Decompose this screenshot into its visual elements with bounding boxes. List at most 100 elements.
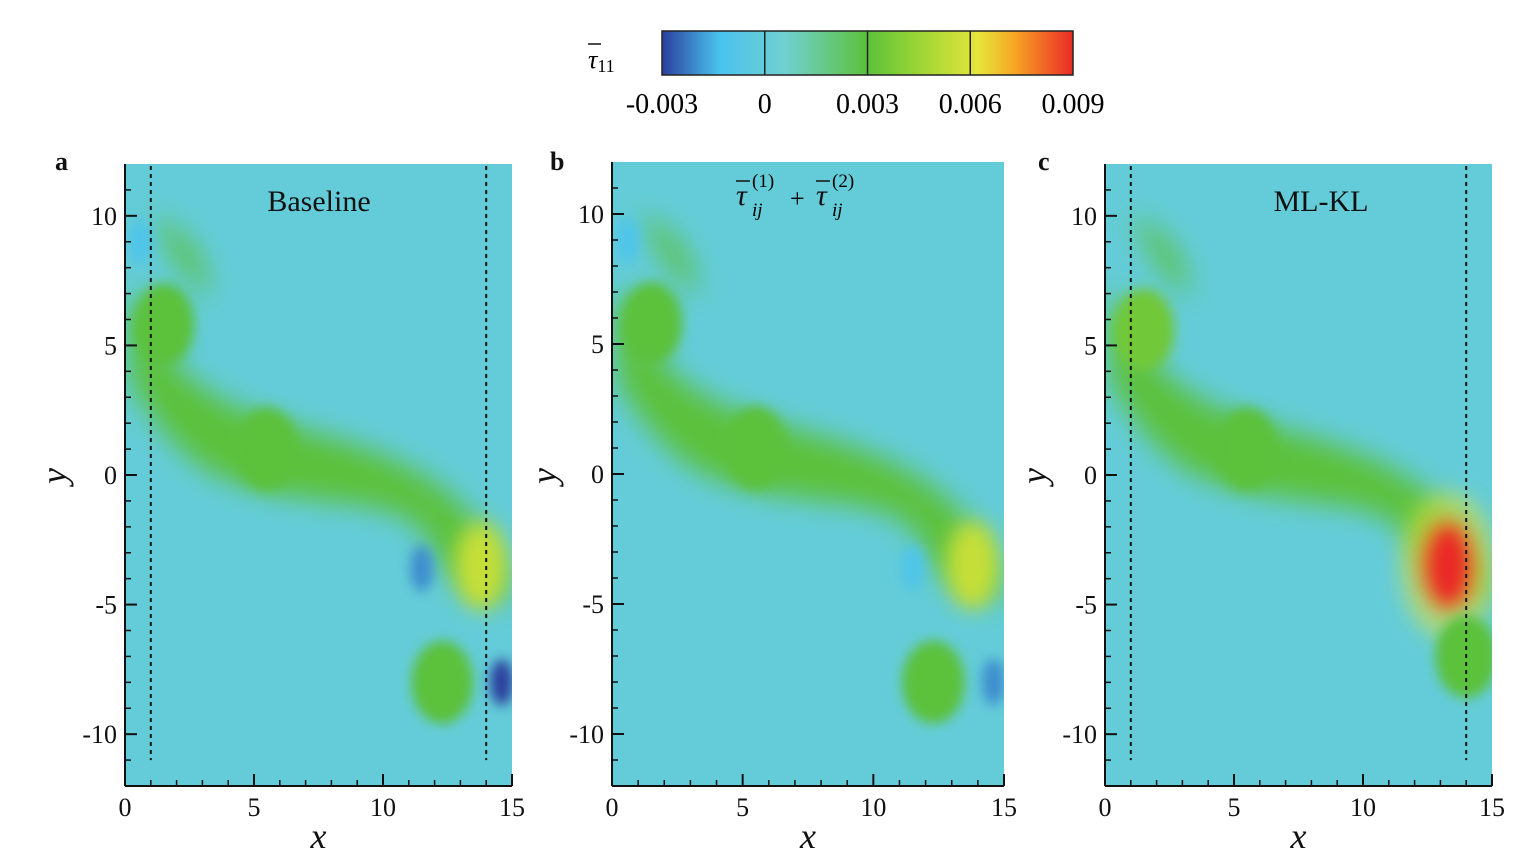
x-tick-label: 15 — [1479, 793, 1505, 822]
x-tick-label: 5 — [1228, 793, 1241, 822]
panel-c: 0 5 10 15 10 5 0 -5 -10 x y c ML-KL — [1014, 147, 1505, 856]
colorbar: τ11 -0.003 0 0.003 0.006 0.009 — [588, 30, 1105, 120]
heatmap-upper-lobe — [150, 215, 208, 299]
heatmap-band-shape — [1110, 280, 1492, 631]
x-tick-label: 10 — [370, 793, 396, 822]
colorbar-ticks: -0.003 0 0.003 0.006 0.009 — [626, 31, 1105, 120]
heatmap-feature — [724, 406, 788, 490]
x-tick-label: 5 — [248, 793, 261, 822]
colorbar-tick-label: 0 — [758, 89, 772, 120]
heatmap-feature — [411, 640, 474, 724]
heatmap-feature-blob — [900, 544, 925, 591]
y-tick-label: 5 — [591, 330, 604, 359]
heatmap-upper-lobe — [638, 214, 696, 298]
heatmap-band — [130, 215, 512, 631]
heatmap-feature — [1112, 288, 1175, 372]
y-tick-label: -10 — [569, 720, 604, 749]
heatmap-feature-blob — [411, 640, 474, 724]
x-tick-label: 0 — [1099, 793, 1112, 822]
heatmap-feature-core — [1419, 519, 1477, 613]
title-sup-1: (1) — [752, 171, 774, 192]
y-tick-label: -5 — [1075, 591, 1097, 620]
panel-title: ML-KL — [1274, 185, 1369, 218]
heatmap-band — [617, 214, 1004, 630]
heatmap-feature-blob — [235, 407, 298, 491]
colorbar-tick-label: 0.006 — [939, 89, 1002, 120]
heatmap-feature — [128, 218, 153, 266]
title-sub-1: ij — [752, 200, 763, 221]
heatmap-band-shape — [617, 279, 1004, 630]
x-axis-label: x — [310, 816, 327, 856]
y-tick-label: 0 — [104, 461, 117, 490]
heatmap-feature — [490, 659, 512, 706]
heatmap-feature — [1435, 614, 1492, 698]
panel-a: 0 5 10 15 10 5 0 -5 -10 x y a Baseline — [34, 147, 525, 856]
heatmap-feature-blob — [724, 406, 788, 490]
x-axis-label: x — [1290, 816, 1307, 856]
heatmap-band — [1110, 215, 1492, 631]
heatmap-feature — [619, 281, 683, 365]
heatmap-feature-blob — [981, 658, 1004, 706]
heatmap-field — [612, 162, 1004, 786]
title-tau-2: τ — [816, 179, 828, 212]
x-tick-label: 0 — [606, 793, 619, 822]
x-tick-label: 10 — [1350, 793, 1376, 822]
heatmap-feature — [902, 640, 965, 724]
panel-title-math: τ ij(1)+ τ ij(2) — [736, 171, 854, 221]
heatmap-feature — [455, 521, 507, 610]
heatmap-feature-blob — [615, 216, 640, 264]
colorbar-label-symbol: τ — [588, 45, 599, 74]
heatmap-feature — [1215, 407, 1278, 491]
y-tick-label: -5 — [582, 590, 604, 619]
y-tick-label: -10 — [82, 720, 117, 749]
panel-label: c — [1038, 147, 1050, 176]
x-tick-label: 15 — [499, 793, 525, 822]
heatmap-feature-blob — [902, 640, 965, 724]
heatmap-feature — [981, 658, 1004, 706]
heatmap-feature-blob — [1215, 407, 1278, 491]
heatmap-feature-blob — [410, 544, 434, 592]
heatmap-feature-blob — [128, 218, 153, 266]
title-tau-1: τ — [736, 179, 748, 212]
colorbar-tick-label: -0.003 — [626, 89, 698, 120]
x-tick-label: 15 — [991, 793, 1017, 822]
y-axis-label: y — [1014, 468, 1054, 487]
y-tick-label: -10 — [1062, 720, 1097, 749]
heatmap-feature-blob — [1435, 614, 1492, 698]
y-tick-label: 5 — [1084, 331, 1097, 360]
colorbar-tick-label: 0.009 — [1042, 89, 1105, 120]
heatmap-feature-blob — [490, 659, 512, 706]
title-sub-2: ij — [832, 200, 843, 221]
y-tick-label: 0 — [591, 460, 604, 489]
heatmap-feature — [1399, 491, 1492, 641]
heatmap-feature — [900, 544, 925, 591]
heatmap-feature-blob — [132, 283, 195, 367]
heatmap-field — [125, 164, 512, 786]
heatmap-feature — [615, 216, 640, 264]
heatmap-feature — [946, 520, 999, 610]
heatmap-field — [1105, 164, 1492, 786]
y-tick-label: 10 — [91, 202, 117, 231]
x-axis-label: x — [799, 816, 816, 856]
x-tick-label: 0 — [119, 793, 132, 822]
y-tick-label: 5 — [104, 331, 117, 360]
heatmap-feature-blob — [619, 281, 683, 365]
heatmap-feature-blob — [1112, 288, 1175, 372]
y-tick-label: 0 — [1084, 461, 1097, 490]
y-axis-label: y — [34, 468, 74, 487]
heatmap-upper-lobe — [1130, 215, 1188, 299]
y-tick-label: 10 — [1071, 202, 1097, 231]
title-plus: + — [790, 184, 805, 213]
panel-title: Baseline — [267, 185, 370, 218]
colorbar-label: τ11 — [588, 45, 615, 76]
panels: 0 5 10 15 10 5 0 -5 -10 x y a Baseline 0 5 10 15 10 5 0 -5 -1… — [34, 147, 1505, 856]
heatmap-feature — [132, 283, 195, 367]
heatmap-feature — [410, 544, 434, 592]
panel-label: b — [550, 147, 564, 176]
x-tick-label: 10 — [860, 793, 886, 822]
y-tick-label: -5 — [95, 591, 117, 620]
heatmap-band-shape — [130, 280, 512, 631]
title-sup-2: (2) — [832, 171, 854, 192]
